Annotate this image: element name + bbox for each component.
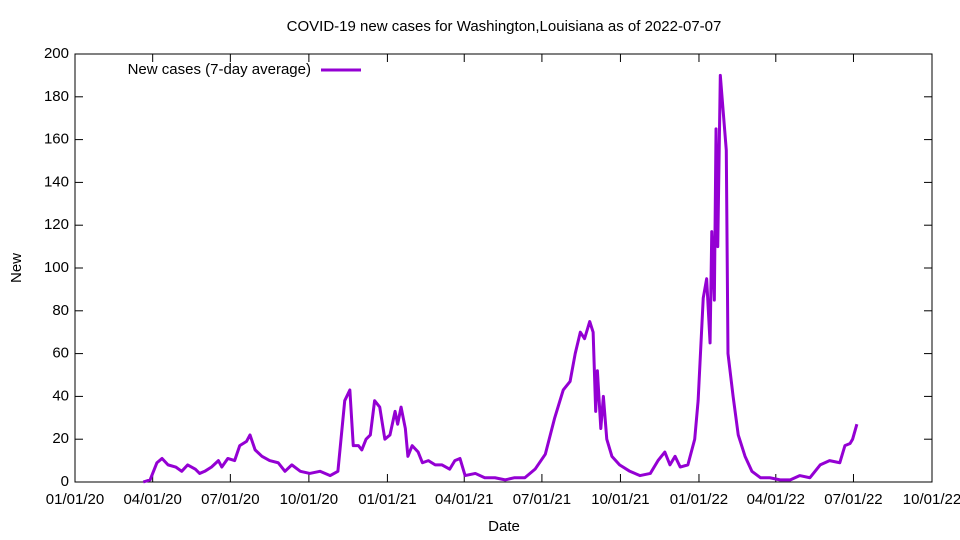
x-tick-label: 04/01/20: [123, 491, 181, 508]
y-tick-label: 180: [44, 88, 69, 105]
y-tick-label: 80: [52, 302, 69, 319]
y-tick-label: 100: [44, 259, 69, 276]
plot-frame: [74, 53, 933, 483]
x-tick-label: 10/01/21: [591, 491, 649, 508]
x-tick-label: 01/01/22: [670, 491, 728, 508]
y-axis-label: New: [8, 253, 25, 283]
x-tick-label: 07/01/22: [824, 491, 882, 508]
y-tick-label: 20: [52, 430, 69, 447]
chart-title: COVID-19 new cases for Washington,Louisi…: [287, 18, 722, 35]
y-tick-label: 200: [44, 45, 69, 62]
x-tick-label: 07/01/21: [513, 491, 571, 508]
x-tick-label: 07/01/20: [201, 491, 259, 508]
y-tick-label: 40: [52, 387, 69, 404]
y-tick-label: 140: [44, 173, 69, 190]
line-series: [142, 73, 859, 484]
x-axis-label: Date: [488, 518, 520, 535]
x-tick-label: 10/01/20: [280, 491, 338, 508]
legend-label: New cases (7-day average): [128, 61, 311, 78]
y-tick-label: 120: [44, 216, 69, 233]
x-tick-label: 04/01/22: [747, 491, 805, 508]
x-tick-label: 01/01/21: [358, 491, 416, 508]
x-tick-label: 04/01/21: [435, 491, 493, 508]
x-tick-label: 01/01/20: [46, 491, 104, 508]
y-tick-label: 60: [52, 345, 69, 362]
y-tick-label: 160: [44, 131, 69, 148]
y-tick-label: 0: [61, 473, 69, 490]
x-tick-label: 10/01/22: [903, 491, 960, 508]
